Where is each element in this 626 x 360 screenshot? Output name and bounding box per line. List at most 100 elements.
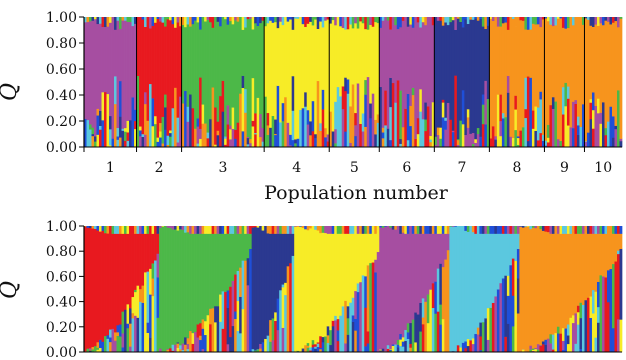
bottom-bar-32-green: [164, 226, 167, 352]
bottom-bar-6-yellow: [99, 226, 102, 232]
top-bar-130-orange: [409, 105, 413, 127]
bottom-bar-22-orange: [139, 288, 142, 302]
top-bar-206-magenta: [599, 112, 603, 124]
bottom-bar-151-blue: [461, 342, 465, 353]
top-bar-26-cyan: [149, 83, 152, 113]
top-bar-196-orange: [574, 17, 578, 26]
bottom-bar-38-navy: [179, 226, 182, 230]
top-bar-213-magenta: [617, 17, 620, 28]
bottom-bar-32-green: [164, 226, 167, 227]
bottom-bar-135-magenta: [421, 233, 425, 299]
bottom-bar-183-orange: [541, 230, 545, 342]
top-bar-20-navy: [134, 17, 137, 24]
bottom-bar-142-blue: [439, 324, 443, 353]
top-bar-129-magenta: [406, 26, 410, 95]
bottom-bar-47-magenta: [201, 348, 205, 353]
bottom-bar-107-blue: [351, 315, 355, 322]
top-bar-93-orange: [316, 80, 320, 148]
top-bar-180-orange: [534, 24, 538, 107]
top-bar-97-magenta: [326, 134, 330, 135]
top-bar-78-cyan: [279, 122, 283, 148]
bottom-bar-75-green: [271, 318, 275, 328]
top-bar-214-navy: [619, 140, 623, 148]
top-population-label-3: 3: [218, 160, 227, 176]
bottom-bar-22-red: [139, 233, 142, 290]
top-bar-14-navy: [119, 116, 122, 138]
top-bar-187-orange: [551, 25, 555, 98]
bottom-bar-100-magenta: [334, 320, 338, 353]
top-bar-9-magenta: [106, 26, 110, 95]
top-bar-61-green: [236, 21, 240, 123]
bottom-bar-161-yellow: [486, 325, 490, 340]
bottom-bar-126-magenta: [399, 233, 403, 335]
bottom-bar-20-magenta: [134, 315, 137, 353]
bottom-bar-198-green: [579, 302, 583, 319]
top-bar-125-magenta: [396, 28, 400, 81]
bottom-bar-167-blue: [501, 278, 505, 313]
bottom-bar-10-red: [109, 226, 112, 234]
top-bar-109-green: [356, 17, 360, 29]
bottom-bar-9-red: [106, 233, 110, 336]
top-ylabel: Q̂: [0, 83, 22, 101]
top-bar-207-orange: [601, 24, 605, 103]
top-bar-157-orange: [476, 17, 480, 21]
top-bar-83-yellow: [291, 29, 295, 77]
bottom-bar-204-cyan: [594, 337, 598, 353]
bottom-bar-136-magenta: [424, 233, 428, 302]
bottom-bar-127-cyan: [401, 346, 405, 353]
bottom-bar-145-orange: [446, 249, 450, 353]
bottom-bar-171-cyan: [511, 233, 515, 259]
bottom-bar-10-red: [109, 233, 112, 330]
bottom-bar-18-red: [129, 226, 132, 234]
bottom-bar-94-orange: [319, 348, 323, 353]
bottom-bar-30-magenta: [159, 226, 162, 228]
bottom-bar-197-red: [576, 305, 580, 313]
top-bar-203-orange: [591, 26, 595, 93]
top-bar-42-green: [189, 26, 192, 95]
top-bar-92-yellow: [314, 19, 318, 135]
top-bar-185-yellow: [546, 137, 550, 143]
bottom-bar-210-blue: [609, 268, 613, 353]
top-bar-145-cyan: [446, 17, 450, 26]
bottom-bar-35-red: [171, 350, 175, 353]
top-bar-4-navy: [94, 136, 97, 142]
top-bar-100-cyan: [334, 101, 338, 130]
bottom-bar-193-cyan: [566, 324, 570, 336]
bottom-bar-89-green: [306, 347, 310, 353]
top-bar-130-yellow: [409, 17, 413, 25]
top-bar-79-green: [281, 120, 285, 148]
top-bar-103-magenta: [341, 17, 345, 29]
bottom-bar-161-yellow: [486, 307, 490, 326]
top-bar-153-orange: [466, 117, 470, 128]
bottom-bar-121-cyan: [386, 344, 390, 349]
bottom-bar-83-cyan: [291, 255, 295, 353]
top-panel-axes: 1 2 3 4 5 6 7 8 9 100.000.200.400.600.801.00: [46, 10, 622, 176]
bottom-bar-109-blue: [356, 291, 360, 353]
top-bar-144-cyan: [444, 17, 448, 23]
bottom-bar-74-navy: [269, 233, 273, 321]
bottom-bar-52-navy: [214, 306, 217, 323]
bottom-bar-53-green: [216, 233, 220, 307]
top-bar-142-green: [439, 138, 443, 148]
bottom-bar-171-red: [511, 258, 515, 296]
top-bar-52-red: [214, 107, 217, 126]
bottom-bar-58-navy: [229, 344, 232, 353]
top-bar-95-cyan: [321, 17, 325, 28]
top-bar-148-navy: [454, 29, 458, 76]
top-bar-34-yellow: [169, 17, 172, 21]
bottom-bar-35-magenta: [171, 226, 175, 230]
bottom-bar-189-blue: [556, 333, 560, 353]
top-bar-57-green: [226, 24, 230, 106]
top-bar-193-red: [566, 98, 570, 126]
top-bar-50-red: [209, 17, 212, 23]
bottom-bar-139-orange: [431, 226, 435, 234]
bottom-bar-38-green: [179, 228, 182, 346]
top-bar-101-cyan: [336, 86, 340, 148]
bottom-bar-186-green: [549, 333, 553, 344]
bottom-bar-178-green: [529, 349, 533, 353]
bottom-bar-126-navy: [399, 226, 403, 234]
top-bar-98-navy: [329, 17, 333, 24]
top-bar-99-green: [331, 17, 335, 21]
top-bar-197-cyan: [576, 116, 580, 126]
bottom-bar-155-yellow: [471, 338, 475, 345]
